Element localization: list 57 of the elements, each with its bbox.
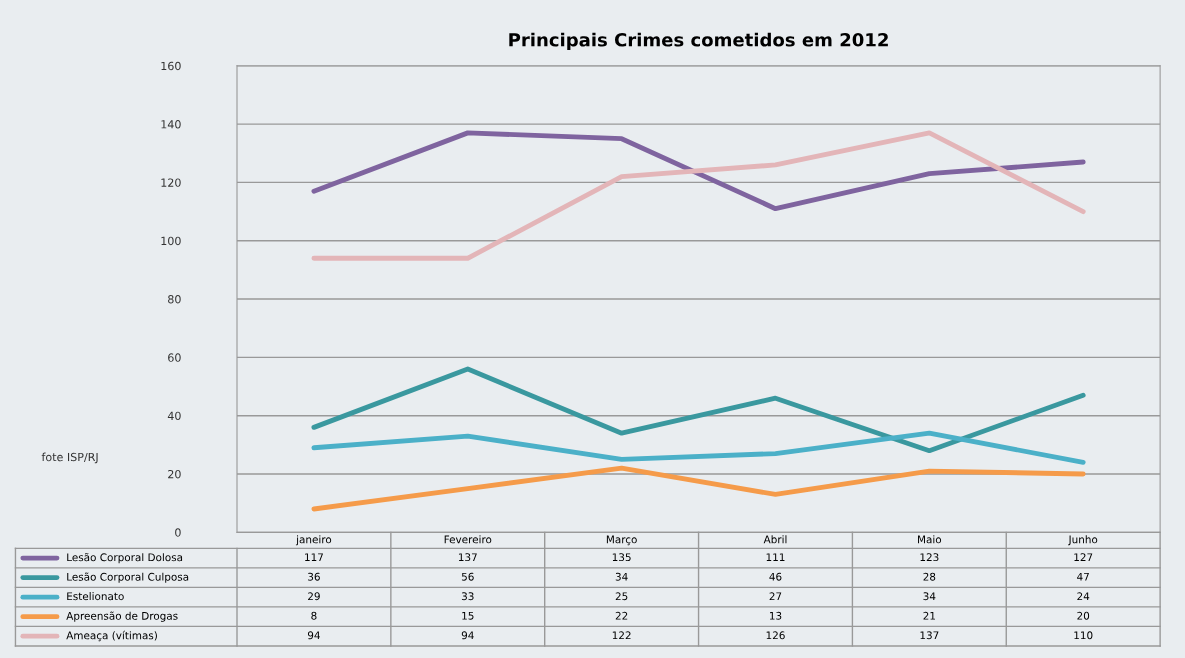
y-tick-label: 0 bbox=[175, 528, 181, 537]
data-label: 34 bbox=[923, 592, 936, 601]
data-label: 29 bbox=[308, 592, 320, 601]
y-tick-label: 60 bbox=[168, 353, 181, 362]
data-label: 28 bbox=[923, 572, 936, 581]
data-label: 123 bbox=[920, 553, 939, 562]
legend-label: Estelionato bbox=[67, 592, 124, 601]
data-label: 22 bbox=[615, 611, 628, 620]
legend-label: Apreensão de Drogas bbox=[66, 611, 178, 622]
line-series bbox=[311, 130, 1086, 261]
data-label: 94 bbox=[307, 631, 320, 640]
data-label: 127 bbox=[1074, 553, 1093, 561]
data-label: 56 bbox=[461, 572, 474, 581]
data-label: 15 bbox=[462, 611, 474, 620]
data-label: 117 bbox=[305, 553, 323, 561]
data-label: 21 bbox=[923, 611, 935, 620]
data-label: 111 bbox=[766, 553, 785, 561]
data-label: 24 bbox=[1077, 592, 1090, 601]
y-tick-label: 120 bbox=[161, 178, 181, 187]
x-tick-label: janeiro bbox=[295, 535, 332, 546]
y-tick-label: 20 bbox=[168, 469, 181, 479]
data-label: 110 bbox=[1074, 631, 1093, 640]
data-label: 34 bbox=[615, 572, 628, 581]
line-series bbox=[311, 465, 1086, 512]
x-tick-label: Março bbox=[606, 535, 637, 546]
data-label: 94 bbox=[461, 631, 474, 640]
line-series bbox=[311, 430, 1086, 465]
x-tick-label: Junho bbox=[1068, 535, 1098, 546]
data-label: 8 bbox=[311, 611, 317, 620]
data-label: 46 bbox=[769, 572, 782, 581]
y-tick-label: 80 bbox=[168, 295, 181, 304]
text: fote ISP/RJ bbox=[41, 452, 98, 464]
data-label: 47 bbox=[1077, 572, 1089, 581]
data-label: 27 bbox=[769, 592, 782, 601]
x-tick-label: Maio bbox=[918, 535, 942, 544]
legend-label: Lesão Corporal Culposa bbox=[67, 572, 189, 583]
chart-title: Principais Crimes cometidos em 2012 bbox=[509, 32, 888, 51]
y-tick-label: 140 bbox=[161, 120, 181, 129]
data-label: 33 bbox=[461, 592, 474, 601]
data-label: 126 bbox=[766, 631, 785, 640]
y-tick-label: 40 bbox=[167, 411, 181, 421]
data-label: 20 bbox=[1077, 611, 1090, 620]
y-tick-label: 160 bbox=[161, 61, 181, 71]
x-tick-label: Fevereiro bbox=[444, 535, 492, 544]
data-label: 36 bbox=[308, 572, 320, 581]
data-label: 135 bbox=[612, 553, 631, 562]
legend-label: Ameaça (vítimas) bbox=[66, 630, 157, 642]
data-label: 122 bbox=[612, 631, 631, 640]
x-tick-label: Abril bbox=[763, 535, 787, 544]
y-tick-label: 100 bbox=[161, 236, 181, 246]
legend-label: Lesão Corporal Dolosa bbox=[67, 552, 183, 564]
data-label: 25 bbox=[615, 592, 628, 601]
data-label: 13 bbox=[770, 611, 782, 620]
line-series bbox=[311, 130, 1086, 212]
line-series bbox=[311, 366, 1086, 454]
data-label: 137 bbox=[920, 631, 939, 640]
data-label: 137 bbox=[458, 553, 477, 562]
